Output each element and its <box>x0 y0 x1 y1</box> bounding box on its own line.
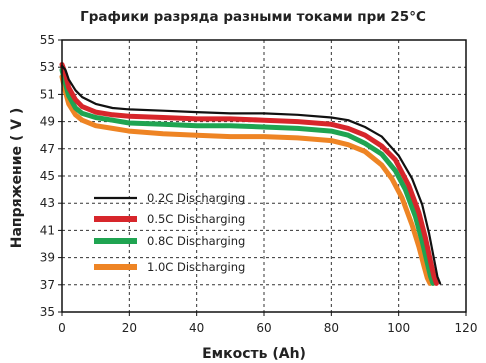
series-line-1 <box>59 62 439 286</box>
x-tick-label: 120 <box>455 321 478 335</box>
y-tick-label: 41 <box>40 223 55 237</box>
y-tick-label: 43 <box>40 196 55 210</box>
y-axis-label: Напряжение ( V ) <box>9 108 25 249</box>
x-tick-label: 0 <box>58 321 66 335</box>
legend-label-0: 0.2C Discharging <box>147 191 245 205</box>
y-tick-label: 55 <box>40 33 55 47</box>
x-tick-label: 40 <box>189 321 204 335</box>
series-line-3 <box>59 74 433 286</box>
chart-title: Графики разряда разными токами при 25°C <box>80 9 426 25</box>
legend-label-2: 0.8C Discharging <box>147 234 245 248</box>
x-tick-label: 80 <box>324 321 339 335</box>
y-tick-label: 53 <box>40 60 55 74</box>
y-tick-label: 47 <box>40 142 55 156</box>
series-lines <box>59 62 442 286</box>
x-tick-label: 20 <box>122 321 137 335</box>
y-tick-label: 37 <box>40 278 55 292</box>
x-axis-label: Емкость (Ah) <box>202 346 306 362</box>
y-axis-ticks: 35 37 39 41 43 45 47 49 51 53 55 <box>40 33 62 319</box>
series-line-0 <box>60 64 442 285</box>
y-tick-label: 51 <box>40 87 55 101</box>
x-axis-ticks: 0 20 40 60 80 100 120 <box>58 312 477 335</box>
y-tick-label: 39 <box>40 251 55 265</box>
y-tick-label: 49 <box>40 115 55 129</box>
legend-label-1: 0.5C Discharging <box>147 212 245 226</box>
legend: 0.2C Discharging 0.5C Discharging 0.8C Dis… <box>94 191 245 274</box>
x-tick-label: 60 <box>256 321 271 335</box>
x-tick-label: 100 <box>387 321 410 335</box>
legend-label-3: 1.0C Discharging <box>147 260 245 274</box>
y-tick-label: 45 <box>40 169 55 183</box>
y-tick-label: 35 <box>40 305 55 319</box>
series-line-2 <box>59 67 436 286</box>
